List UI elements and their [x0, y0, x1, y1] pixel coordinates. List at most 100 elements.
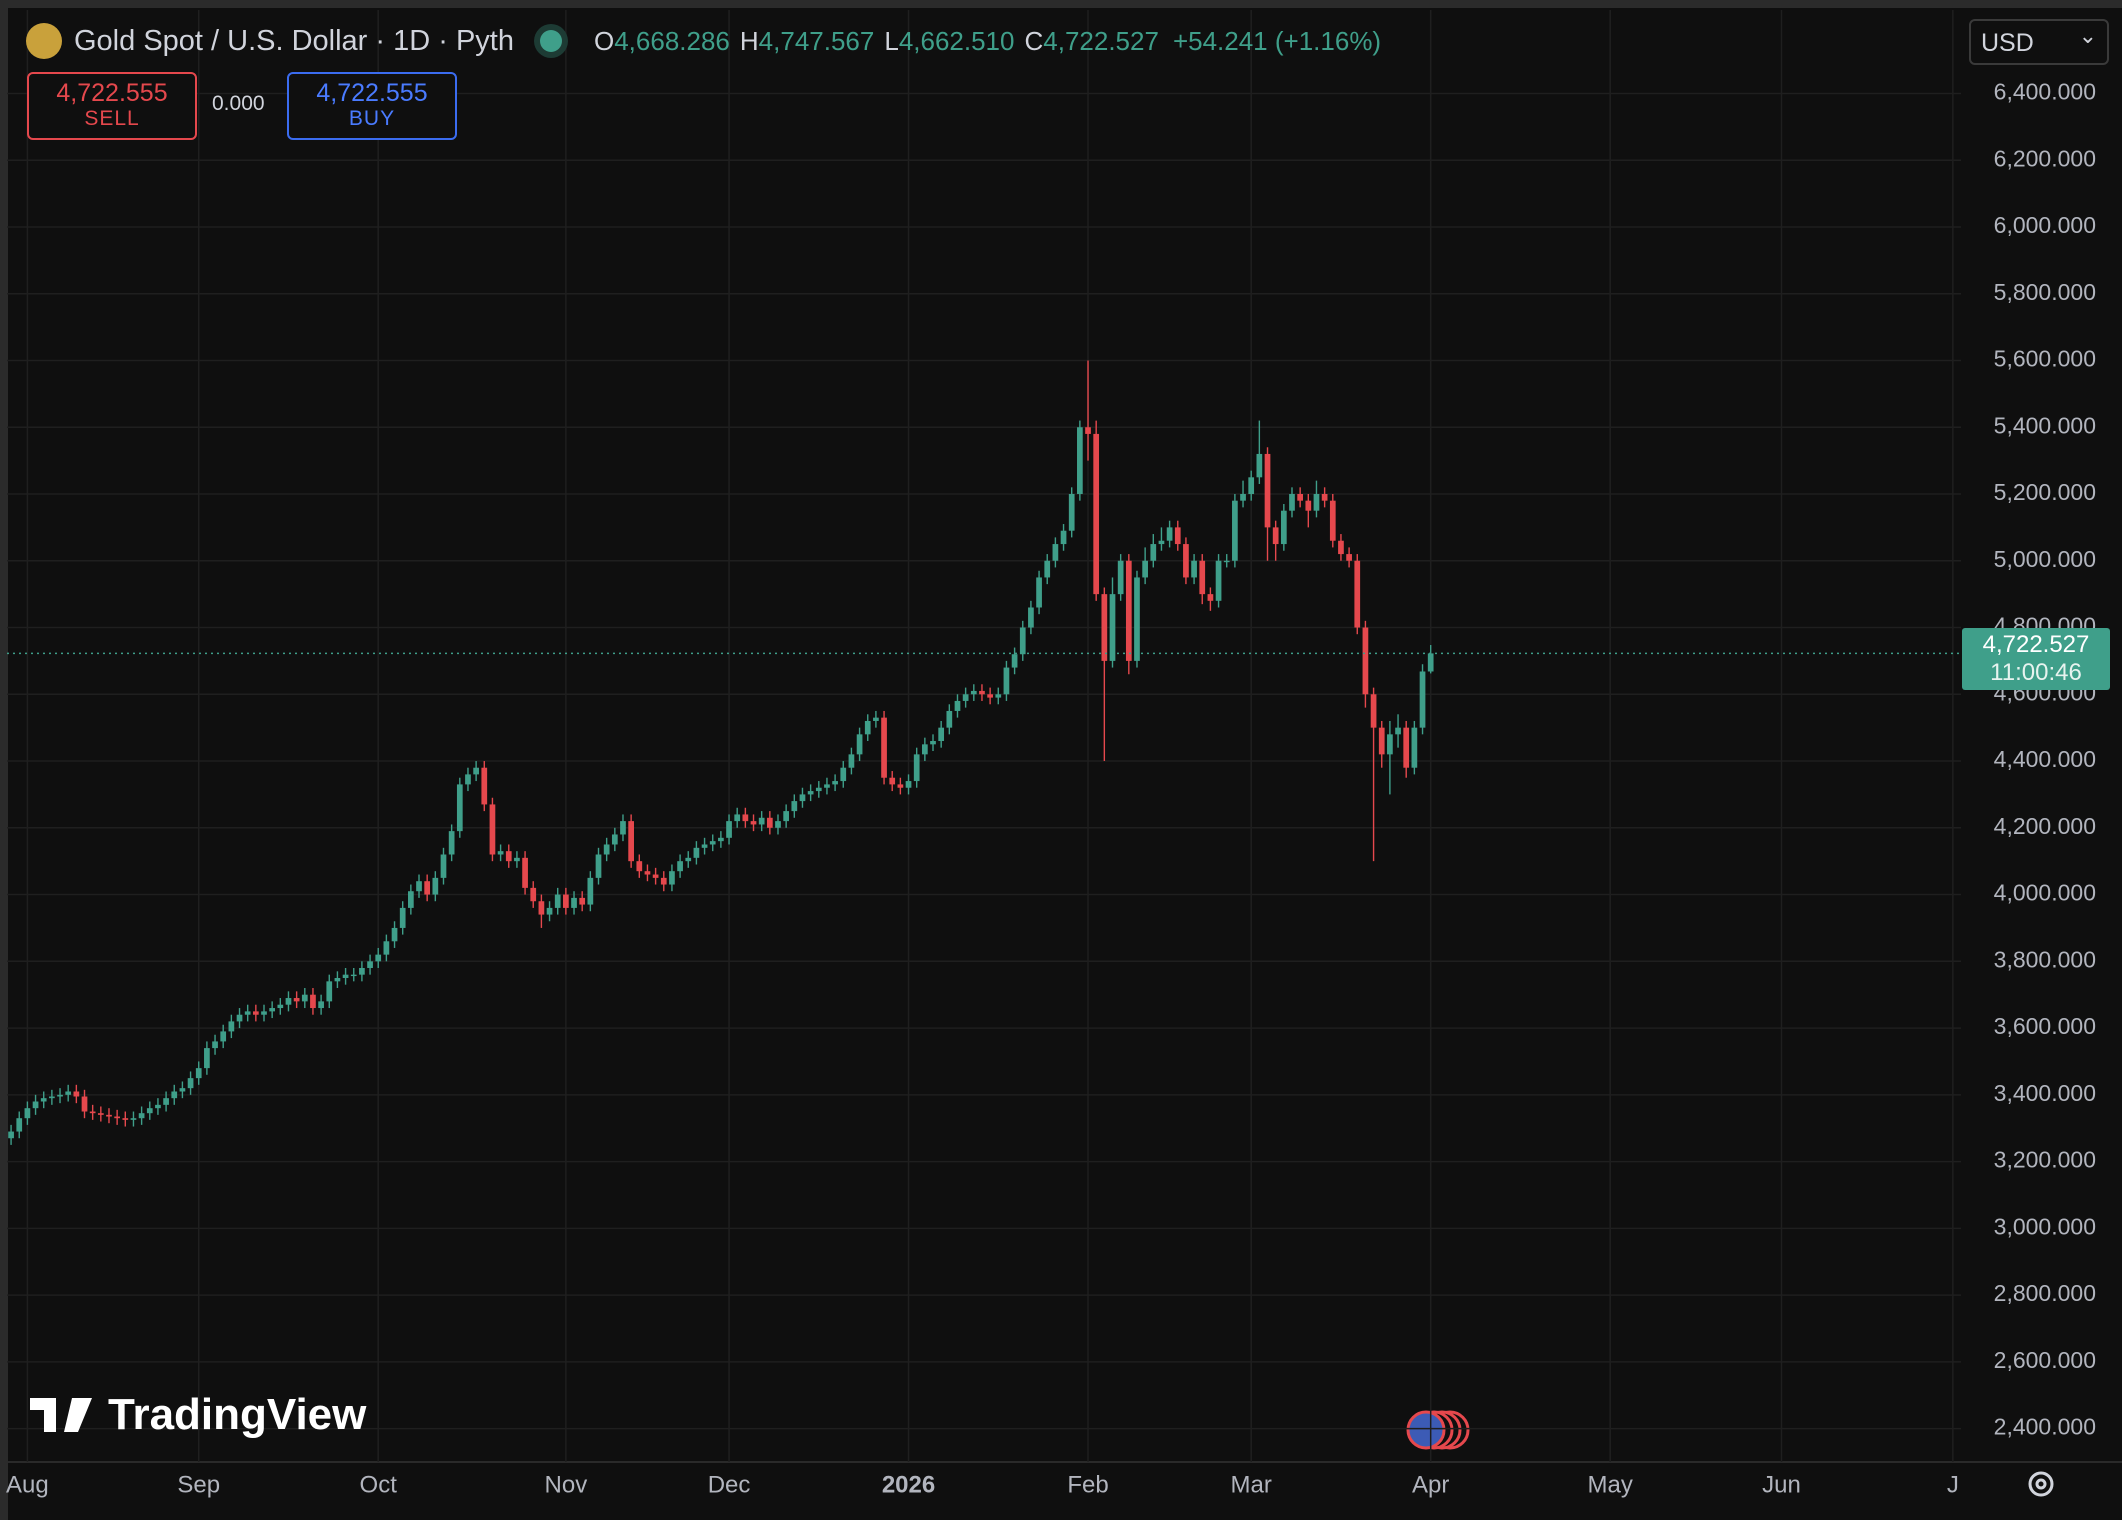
candle-body	[832, 781, 838, 785]
y-tick-label: 5,000.000	[1994, 546, 2096, 572]
symbol-title[interactable]: Gold Spot / U.S. Dollar · 1D · Pyth	[74, 24, 514, 57]
candle-body	[522, 857, 528, 888]
candle-body	[236, 1014, 243, 1022]
candle-body	[1248, 477, 1255, 494]
candle-body	[220, 1031, 227, 1042]
candle-body	[595, 854, 602, 878]
x-tick-label: Jun	[1762, 1471, 1801, 1498]
candle-body	[1117, 560, 1124, 595]
price-tag: 4,722.527 11:00:46	[1962, 628, 2110, 691]
candle-body	[342, 974, 349, 978]
candle-body	[416, 881, 422, 892]
grid	[7, 10, 1961, 1462]
candle-body	[644, 871, 651, 875]
candle-body	[432, 877, 439, 895]
candle-body	[571, 897, 577, 908]
candle-body	[718, 837, 724, 842]
candle-body	[938, 727, 945, 742]
x-tick-label: Apr	[1412, 1471, 1449, 1498]
candle-body	[497, 851, 504, 855]
candle-body	[1354, 560, 1361, 628]
candle-body	[1223, 560, 1230, 563]
candle-body	[726, 821, 732, 838]
candle-body	[579, 897, 586, 905]
candle-body	[138, 1113, 145, 1119]
x-tick-label: Feb	[1067, 1471, 1108, 1498]
candle-body	[1411, 727, 1418, 768]
candle-body	[261, 1011, 267, 1015]
y-tick-label: 5,400.000	[1994, 412, 2096, 438]
candle-body	[24, 1108, 31, 1119]
candle-body	[1297, 494, 1304, 501]
candle-body	[1427, 653, 1434, 672]
candle-body	[106, 1114, 112, 1117]
candle-body	[375, 954, 382, 962]
ohlc-value: 4,722.527	[1043, 25, 1159, 56]
candle-body	[881, 717, 887, 778]
candle-body	[1305, 500, 1312, 511]
currency-select[interactable]: USD	[1969, 19, 2109, 65]
candle-body	[1093, 433, 1100, 595]
candle-body	[701, 844, 708, 848]
candle-body	[775, 821, 781, 828]
candle-body	[962, 694, 969, 701]
candle-body	[970, 690, 977, 695]
candles	[8, 360, 1434, 1145]
candle-body	[81, 1096, 88, 1112]
candle-body	[734, 814, 741, 822]
candle-body	[766, 817, 773, 828]
candle-body	[750, 821, 757, 825]
candle-body	[538, 901, 545, 915]
candle-body	[32, 1101, 39, 1109]
candle-body	[456, 784, 463, 832]
candle-body	[611, 834, 618, 845]
logo-text: TradingView	[108, 1390, 367, 1439]
candle-body	[171, 1091, 178, 1099]
candle-body	[742, 814, 749, 822]
candle-body	[1183, 544, 1189, 578]
candle-body	[677, 861, 683, 872]
candle-body	[628, 821, 634, 862]
candle-body	[228, 1021, 235, 1032]
candle-body	[1150, 544, 1157, 561]
settings-icon[interactable]	[2028, 1471, 2054, 1497]
buy-button[interactable]: 4,722.555 BUY	[287, 72, 457, 140]
candle-body	[326, 981, 333, 1002]
candle-body	[1142, 560, 1148, 578]
candle-body	[685, 857, 692, 862]
candle-body	[1313, 494, 1320, 511]
x-tick-label: Nov	[545, 1471, 588, 1498]
sell-button[interactable]: 4,722.555 SELL	[27, 72, 197, 140]
candle-body	[856, 734, 863, 755]
x-tick-label: May	[1588, 1471, 1633, 1498]
candle-body	[1125, 560, 1132, 661]
candle-body	[995, 694, 1002, 698]
candle-body	[473, 767, 479, 775]
candle-body	[1068, 494, 1075, 531]
chart-background	[8, 8, 2122, 1520]
candle-body	[293, 998, 300, 1002]
ohlc-letter: O	[593, 25, 615, 56]
candle-body	[758, 817, 765, 825]
candle-body	[1134, 577, 1140, 661]
candle-body	[448, 831, 455, 855]
candle-body	[1232, 500, 1238, 561]
x-tick-label: 2026	[882, 1471, 935, 1498]
x-tick-label: Oct	[360, 1471, 398, 1498]
candle-body	[840, 767, 847, 782]
candle-body	[1101, 594, 1108, 661]
events-icon[interactable]	[1406, 1410, 1470, 1450]
y-tick-label: 3,600.000	[1994, 1013, 2096, 1039]
candle-body	[554, 894, 561, 908]
candle-body	[318, 1001, 324, 1009]
candle-body	[1207, 594, 1214, 601]
x-tick-label: J	[1947, 1471, 1959, 1498]
symbol-icon	[26, 23, 62, 59]
sell-label: SELL	[84, 107, 140, 130]
candle-body	[57, 1094, 63, 1097]
candle-body	[897, 784, 904, 788]
candle-body	[905, 781, 912, 788]
candle-body	[546, 907, 553, 915]
candle-body	[8, 1131, 14, 1139]
